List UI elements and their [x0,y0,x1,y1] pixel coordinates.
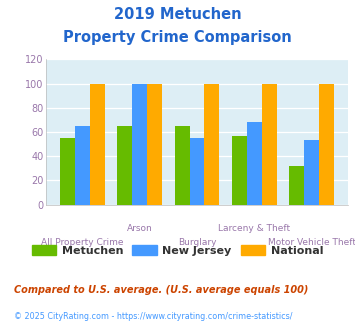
Bar [147,83,162,205]
Text: Larceny & Theft: Larceny & Theft [218,224,290,233]
Bar [117,126,132,205]
Bar [289,166,304,205]
Bar [190,138,204,205]
Bar [132,83,147,205]
Bar [232,136,247,205]
Text: All Property Crime: All Property Crime [41,238,124,247]
Bar [175,126,190,205]
Text: 2019 Metuchen: 2019 Metuchen [114,7,241,21]
Text: Compared to U.S. average. (U.S. average equals 100): Compared to U.S. average. (U.S. average … [14,285,308,295]
Bar [90,83,105,205]
Text: © 2025 CityRating.com - https://www.cityrating.com/crime-statistics/: © 2025 CityRating.com - https://www.city… [14,312,293,321]
Legend: Metuchen, New Jersey, National: Metuchen, New Jersey, National [28,240,327,260]
Bar [247,122,262,205]
Text: Motor Vehicle Theft: Motor Vehicle Theft [268,238,355,247]
Bar [75,126,90,205]
Bar [204,83,219,205]
Bar [60,138,75,205]
Bar [262,83,277,205]
Bar [319,83,334,205]
Text: Burglary: Burglary [178,238,216,247]
Bar [304,141,319,205]
Text: Arson: Arson [127,224,153,233]
Text: Property Crime Comparison: Property Crime Comparison [63,30,292,45]
